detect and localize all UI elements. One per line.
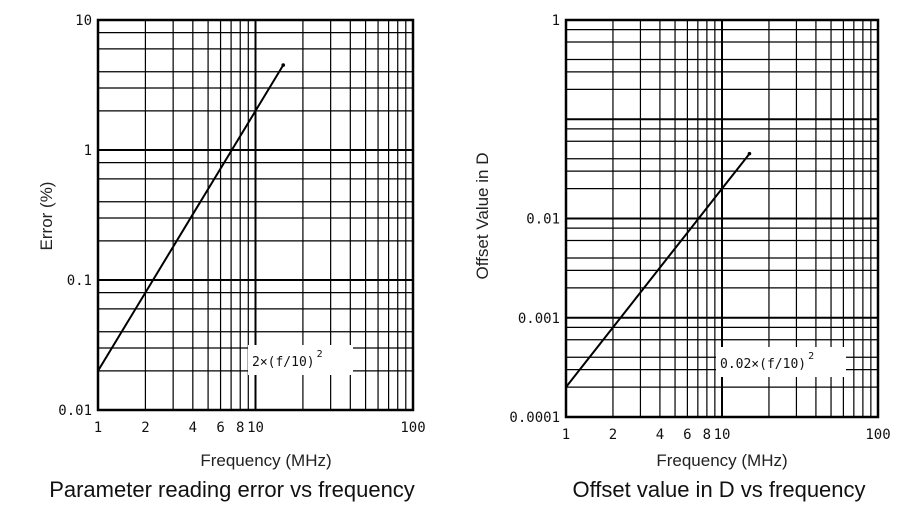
- offset-y-tick-label: 0.001: [518, 311, 560, 327]
- error-x-tick-label: 100: [400, 420, 425, 436]
- offset-y-tick-label: 0.0001: [509, 410, 560, 426]
- offset-chart-x-ticks: 1 2 4 6 8 10 100: [562, 427, 891, 443]
- offset-y-tick-label: 0.01: [526, 212, 560, 228]
- offset-x-tick-label: 4: [656, 427, 664, 443]
- offset-chart-caption: Offset value in D vs frequency: [572, 477, 865, 502]
- error-x-axis-label: Frequency (MHz): [200, 451, 331, 470]
- offset-formula-text: 0.02×(f/10): [720, 357, 806, 372]
- offset-x-tick-label: 2: [609, 427, 617, 443]
- error-y-tick-label: 0.01: [58, 403, 92, 419]
- error-curve-endpoint: [281, 63, 286, 67]
- error-x-tick-label: 4: [189, 420, 197, 436]
- offset-x-axis-label: Frequency (MHz): [656, 451, 787, 470]
- offset-x-tick-label: 1: [562, 427, 570, 443]
- error-curve: [97, 64, 285, 372]
- offset-y-axis-label: Offset Value in D: [473, 153, 492, 280]
- offset-chart-y-ticks: 0.0001 0.001 0.01 1: [509, 13, 560, 426]
- offset-chart-frame: [564, 18, 880, 419]
- offset-curve-endpoint: [747, 151, 752, 156]
- offset-y-tick-label: 1: [552, 13, 560, 29]
- offset-x-tick-label: 10: [714, 427, 731, 443]
- error-chart-frame: [96, 18, 415, 412]
- error-formula-text: 2×(f/10): [252, 355, 315, 370]
- offset-formula-box: 0.02×(f/10)2: [716, 347, 846, 377]
- error-formula-box: 2×(f/10)2: [248, 345, 353, 375]
- error-formula-bg: [248, 345, 353, 375]
- error-y-tick-label: 10: [75, 13, 92, 29]
- error-y-axis-label: Error (%): [37, 182, 56, 251]
- offset-x-tick-label: 6: [683, 427, 691, 443]
- error-chart-y-ticks: 0.01 0.1 1 10: [58, 13, 92, 419]
- offset-formula-bg: [716, 347, 846, 377]
- offset-formula-superscript: 2: [808, 351, 814, 362]
- error-chart-x-ticks: 1 2 4 6 8 10 100: [94, 420, 426, 436]
- error-x-tick-label: 1: [94, 420, 102, 436]
- error-y-tick-label: 1: [84, 143, 92, 159]
- offset-x-tick-label: 100: [865, 427, 890, 443]
- error-x-tick-label: 8: [236, 420, 244, 436]
- error-x-tick-label: 6: [216, 420, 224, 436]
- error-x-tick-label: 2: [141, 420, 149, 436]
- error-y-tick-label: 0.1: [67, 273, 92, 289]
- offset-x-tick-label: 8: [703, 427, 711, 443]
- error-chart-caption: Parameter reading error vs frequency: [49, 477, 415, 502]
- error-x-tick-label: 10: [247, 420, 264, 436]
- offset-curve: [565, 153, 751, 388]
- error-formula-superscript: 2: [317, 349, 323, 360]
